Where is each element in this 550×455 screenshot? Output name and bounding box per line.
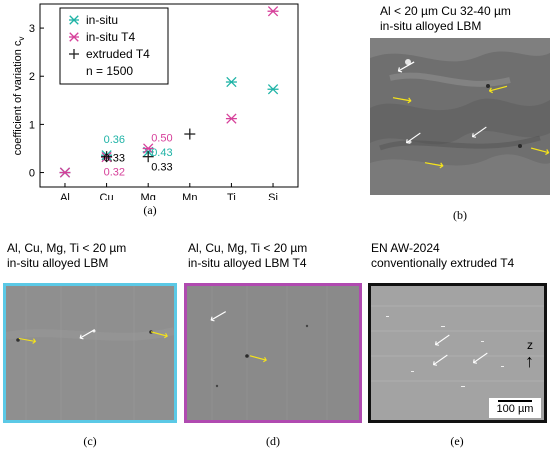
micrograph-e: ⟵ ⟵ ⟵ z ↑ 100 µm — [368, 283, 547, 423]
scale-bar-box: 100 µm — [489, 398, 541, 418]
panel-b-title-line1: Al < 20 µm Cu 32-40 µm — [380, 4, 511, 18]
yellow-arrow-icon: ⟵ — [16, 331, 38, 350]
asterisk-marker — [59, 167, 71, 178]
panel-d-title-line2: in-situ alloyed LBM T4 — [188, 256, 307, 270]
data-label: 0.33 — [151, 161, 172, 173]
legend-note: n = 1500 — [86, 64, 133, 78]
y-axis-label: coefficient of variation cv — [12, 37, 26, 156]
x-tick-label: Al — [60, 192, 70, 200]
scale-bar-label: 100 µm — [496, 403, 534, 415]
plus-marker — [101, 151, 113, 163]
x-tick-label: Mn — [182, 192, 197, 200]
marker-stroke — [267, 84, 279, 95]
asterisk-marker — [267, 6, 279, 17]
caption-a: (a) — [143, 203, 157, 217]
asterisk-marker — [69, 32, 79, 42]
data-points — [59, 6, 279, 178]
z-axis-label: z — [527, 338, 533, 352]
caption-b: (b) — [453, 208, 467, 222]
data-label: 0.50 — [151, 132, 172, 144]
x-tick-label: Cu — [100, 192, 114, 200]
legend: in-situ in-situ T4 extruded T4 n = 1500 — [59, 7, 169, 85]
data-label: 0.33 — [104, 153, 125, 165]
data-labels: 0.36 0.33 0.32 0.50 0.43 0.33 — [104, 132, 173, 178]
marker-stroke — [226, 76, 237, 88]
marker-stroke — [59, 167, 71, 178]
plot-frame — [39, 3, 299, 188]
caption-d: (d) — [266, 434, 280, 448]
micrograph-c: ⟵ ⟵ ⟵ — [3, 283, 177, 423]
plus-marker — [69, 49, 79, 59]
asterisk-marker — [225, 76, 237, 88]
x-axis: Al Cu Mg Mn Ti Si — [60, 183, 278, 200]
asterisk-marker — [69, 15, 79, 25]
micrograph-b: ⟵ ⟵ ⟵ ⟵ ⟵ ⟵ ⟵ — [370, 38, 550, 195]
plus-marker — [142, 151, 154, 163]
data-label: 0.36 — [104, 134, 125, 146]
x-tick-label: Si — [268, 192, 278, 200]
micrograph-d: ⟵ ⟵ — [184, 283, 362, 423]
legend-box — [59, 7, 169, 85]
z-direction-arrow-icon: ↑ — [525, 351, 534, 371]
legend-label: extruded T4 — [86, 47, 150, 61]
panel-e-title-line1: EN AW-2024 — [371, 241, 440, 255]
panel-c-title-line2: in-situ alloyed LBM — [7, 256, 109, 270]
yellow-arrow-icon: ⟵ — [422, 155, 446, 175]
marker-stroke — [267, 6, 279, 17]
scale-bar — [498, 400, 532, 402]
y-tick-label: 0 — [29, 168, 35, 180]
panel-e-title-line2: conventionally extruded T4 — [371, 256, 515, 270]
x-tick-label: Mg — [141, 192, 156, 200]
marker-stroke — [69, 15, 79, 25]
y-axis: 0 1 2 3 — [29, 23, 44, 180]
legend-label: in-situ — [86, 13, 118, 27]
marker-stroke — [143, 143, 154, 154]
legend-label: in-situ T4 — [86, 30, 135, 44]
panel-b-title-line2: in-situ alloyed LBM — [380, 19, 482, 33]
caption-e: (e) — [450, 434, 464, 448]
asterisk-marker — [225, 113, 237, 124]
data-label: 0.32 — [104, 167, 125, 179]
caption-c: (c) — [83, 434, 97, 448]
asterisk-marker — [267, 84, 279, 95]
data-label: 0.43 — [151, 147, 172, 159]
y-tick-label: 2 — [29, 71, 35, 83]
y-tick-label: 1 — [29, 119, 35, 131]
x-tick-label: Ti — [227, 192, 236, 200]
panel-d-title-line1: Al, Cu, Mg, Ti < 20 µm — [188, 241, 308, 255]
cv-scatter-chart: 0 1 2 3 Al Cu Mg Mn Ti Si coefficient of variati… — [12, 3, 299, 200]
y-tick-label: 3 — [29, 23, 35, 35]
marker-stroke — [69, 32, 79, 42]
panel-c-title-line1: Al, Cu, Mg, Ti < 20 µm — [7, 241, 127, 255]
marker-stroke — [226, 113, 237, 124]
asterisk-marker — [142, 143, 154, 154]
yellow-arrow-icon: ⟵ — [390, 90, 414, 110]
plus-marker — [184, 128, 196, 140]
